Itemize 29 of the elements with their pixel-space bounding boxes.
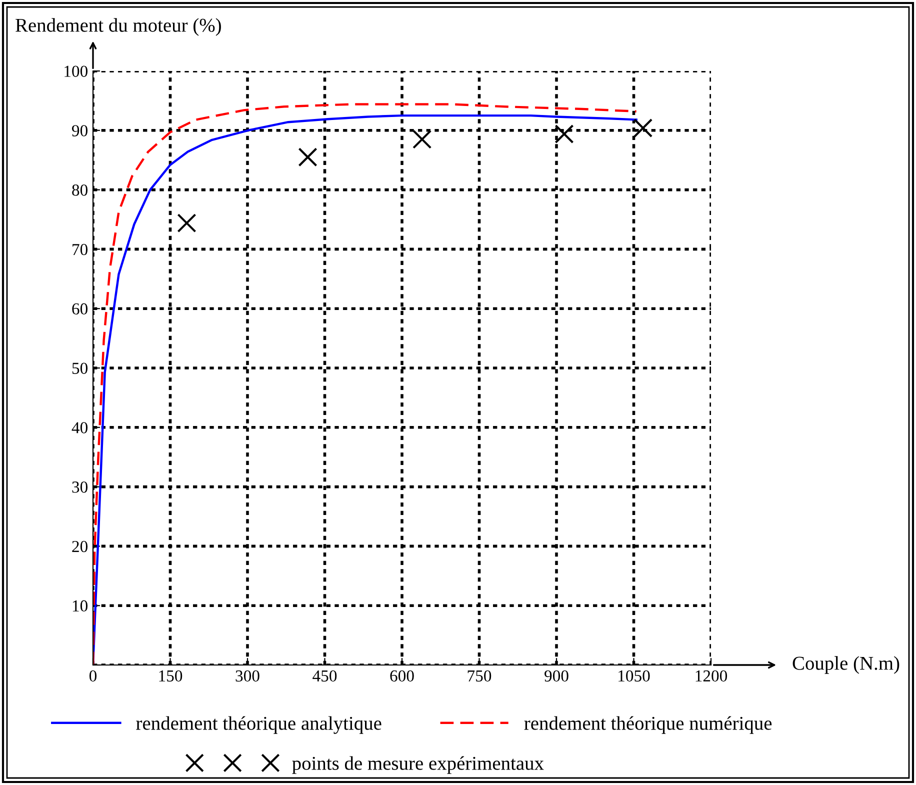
- legend-label: points de mesure expérimentaux: [292, 756, 544, 774]
- y-tick-label: 60: [72, 303, 88, 315]
- x-tick-label: 600: [390, 670, 414, 682]
- x-tick-label: 900: [544, 670, 568, 682]
- y-tick-label: 30: [72, 482, 88, 493]
- x-tick-label: 150: [159, 670, 182, 682]
- y-axis-title: Rendement du moteur (%): [16, 18, 221, 36]
- y-tick-label: 20: [72, 540, 88, 552]
- legend-label: rendement théorique numérique: [524, 716, 772, 734]
- point: [633, 118, 653, 138]
- point: [412, 130, 432, 149]
- y-tick-label: 10: [72, 600, 88, 612]
- y-tick-label: 40: [72, 422, 88, 434]
- x-tick-label: 1050: [618, 670, 650, 682]
- y-tick-label: 50: [72, 362, 88, 374]
- point: [554, 124, 574, 144]
- legend-label: rendement théorique analytique: [136, 716, 382, 734]
- y-tick-label: 90: [72, 125, 88, 136]
- y-tick-label: 80: [72, 184, 88, 196]
- x-tick-label: 0: [89, 670, 97, 682]
- point: [298, 148, 318, 167]
- y-tick-label: 100: [64, 66, 88, 77]
- x-tick-label: 300: [236, 670, 260, 682]
- x-tick-label: 750: [468, 670, 492, 682]
- y-tick-label: 70: [72, 244, 88, 256]
- x-tick-label: 1200: [696, 670, 728, 682]
- x-axis-title: Couple (N.m): [792, 656, 900, 674]
- x-tick-label: 450: [312, 670, 337, 682]
- point: [177, 214, 196, 233]
